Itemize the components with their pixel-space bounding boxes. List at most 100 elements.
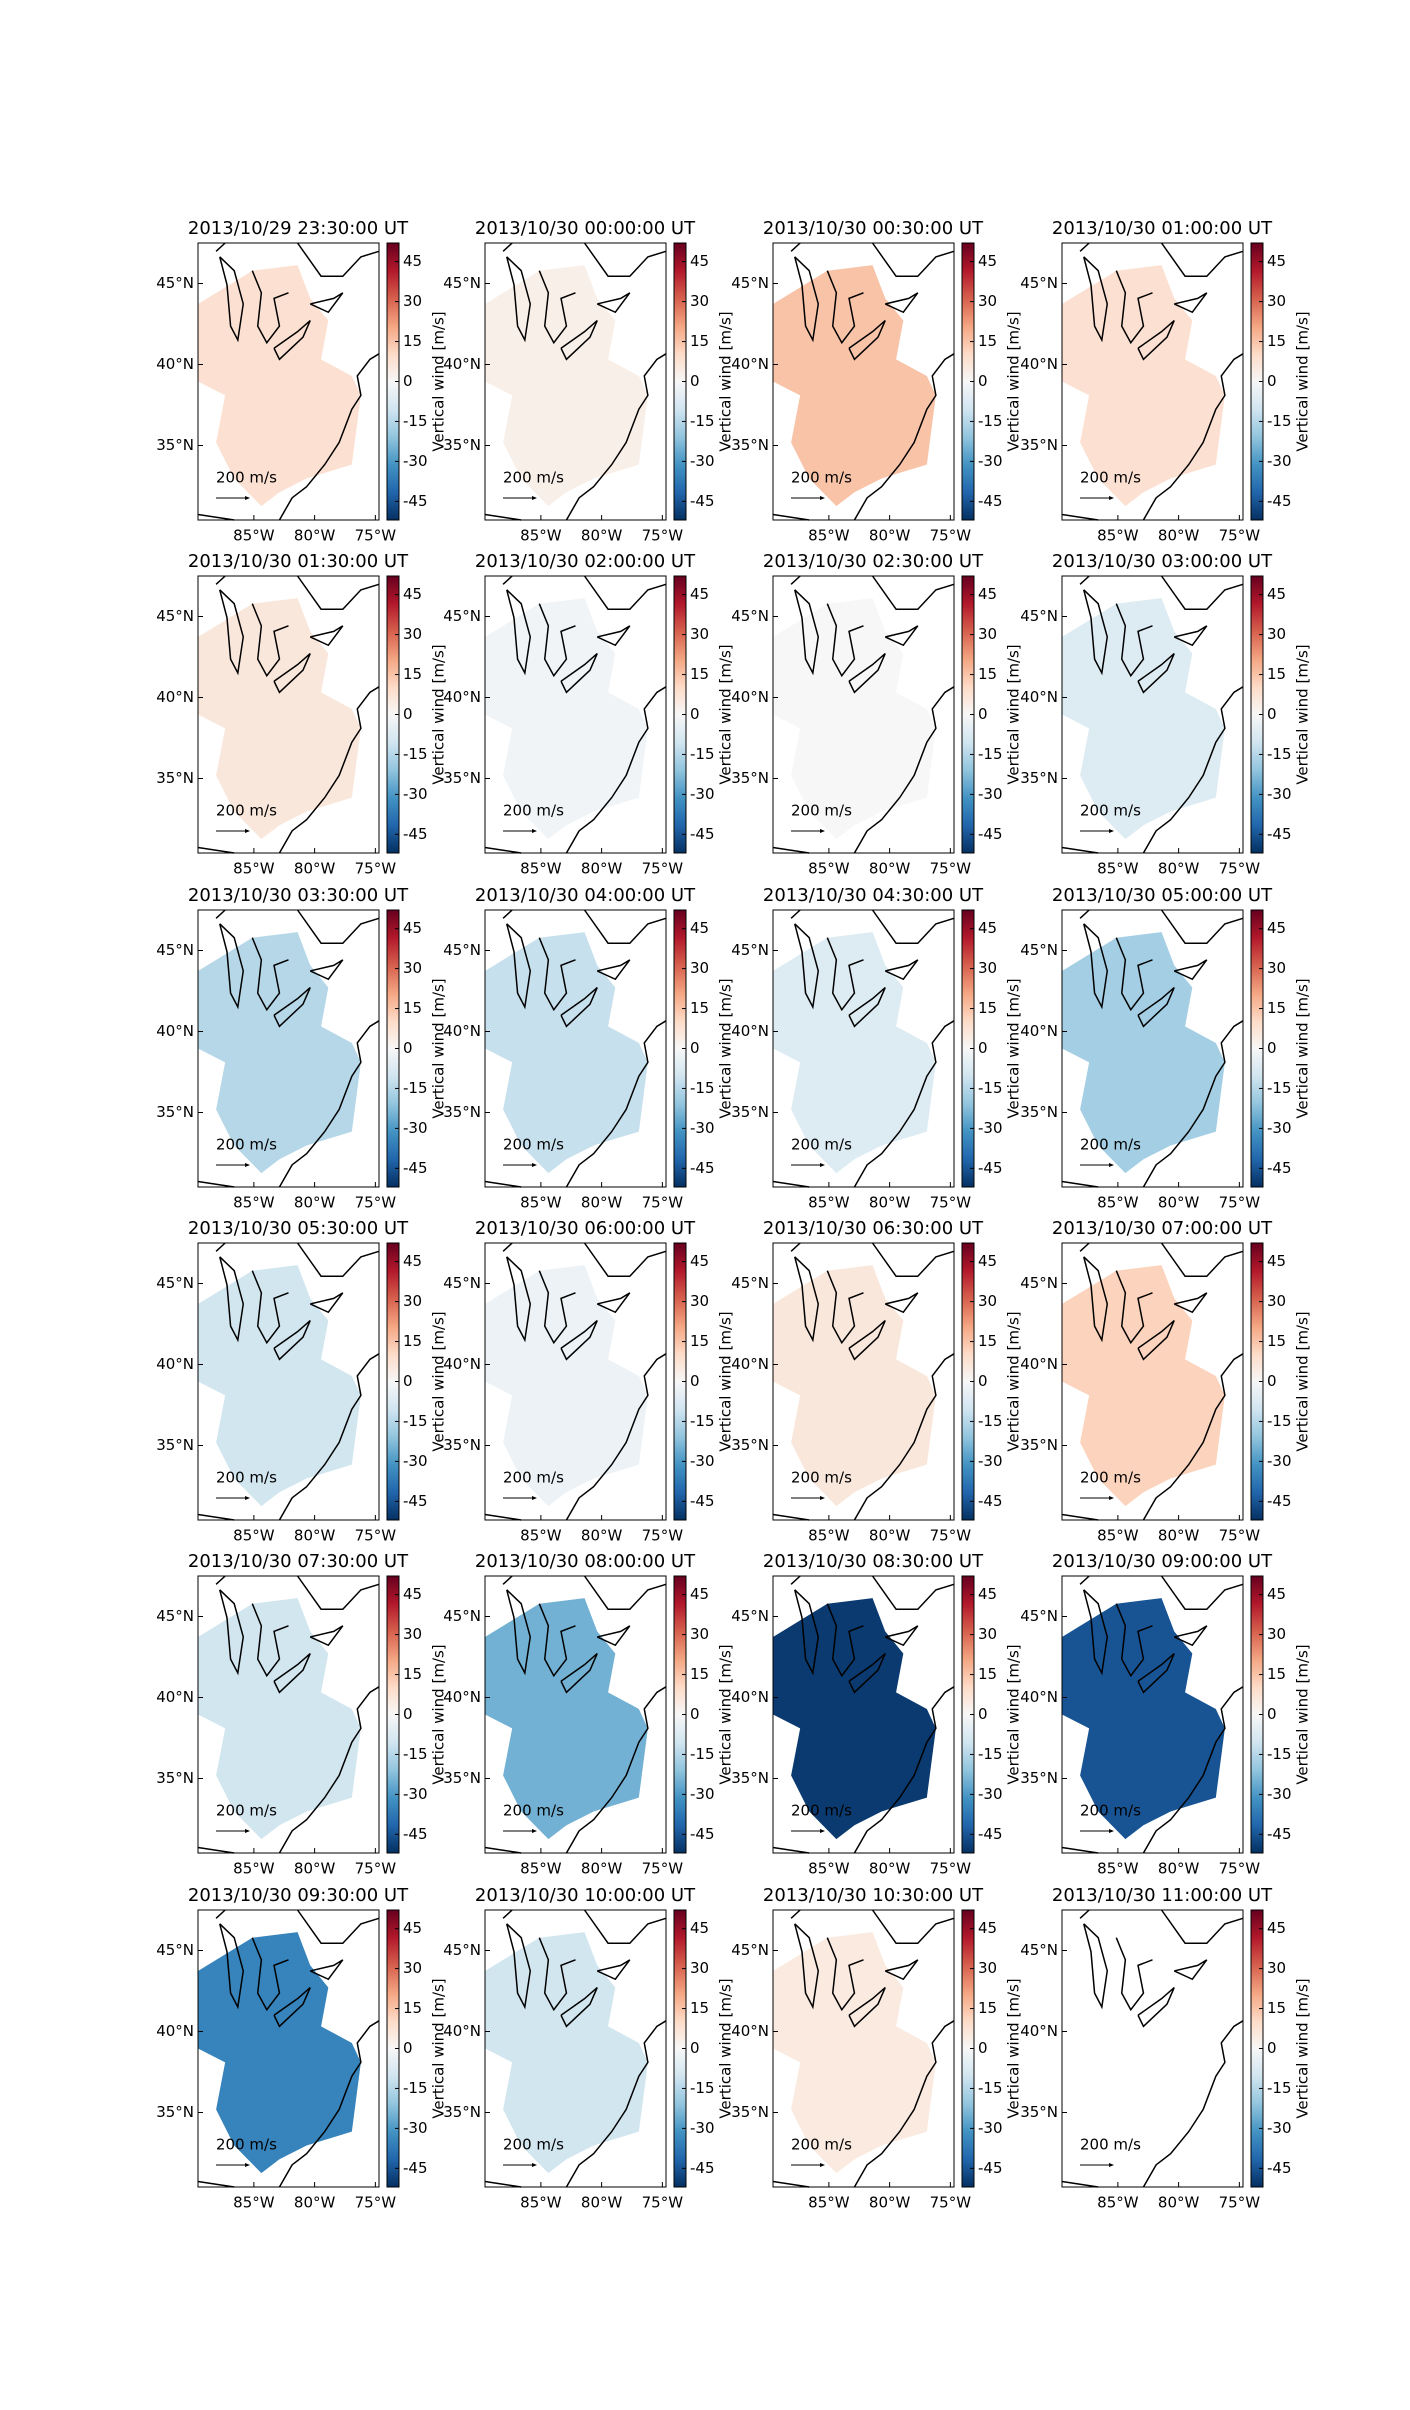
- coastline: [538, 1937, 576, 2012]
- colorbar-tick-label: 45: [1267, 252, 1286, 270]
- coastline: [826, 1603, 864, 1678]
- colorbar-tick-label: 0: [1267, 1372, 1277, 1390]
- colorbar-label: Vertical wind [m/s]: [430, 1644, 448, 1784]
- y-tick-label: 35°N: [731, 1769, 769, 1787]
- x-tick-label: 75°W: [1219, 527, 1261, 545]
- coastline: [565, 1353, 667, 1521]
- coastline: [826, 937, 864, 1012]
- y-tick-label: 45°N: [731, 941, 769, 959]
- colorbar-tick-label: -45: [403, 2159, 428, 2177]
- x-tick-label: 85°W: [808, 2194, 850, 2212]
- panel: 2013/10/30 03:30:00 UT 85°W 80°W 75°W 35°N 40…: [156, 885, 447, 1212]
- coastline: [1082, 923, 1109, 1010]
- map-frame: [1061, 1909, 1244, 2188]
- coastline: [309, 292, 344, 314]
- coastline: [1061, 1513, 1099, 1521]
- panel-title: 2013/10/29 23:30:00 UT: [188, 218, 409, 239]
- colorbar-label: Vertical wind [m/s]: [1005, 644, 1023, 784]
- y-tick-label: 45°N: [443, 1941, 481, 1959]
- panel: 2013/10/30 01:30:00 UT 85°W 80°W 75°W 35°N 40…: [156, 551, 447, 878]
- wind-region: [1062, 265, 1225, 507]
- x-tick-label: 80°W: [294, 860, 336, 878]
- map-frame: [197, 242, 380, 521]
- colorbar-tick-label: -15: [690, 1079, 715, 1097]
- y-tick-label: 35°N: [443, 769, 481, 787]
- coastline: [790, 575, 801, 585]
- colorbar-tick-label: -30: [1267, 1785, 1292, 1803]
- colorbar-tick-label: -30: [403, 452, 428, 470]
- scale-label: 200 m/s: [791, 469, 852, 487]
- map-frame: [1061, 1575, 1244, 1854]
- coastline: [565, 1686, 667, 1854]
- scale-arrowhead: [245, 829, 250, 833]
- colorbar-tick-label: -45: [690, 825, 715, 843]
- colorbar-label: Vertical wind [m/s]: [717, 978, 735, 1118]
- y-tick-label: 40°N: [156, 355, 194, 373]
- coastline: [560, 1319, 598, 1361]
- colorbar-label: Vertical wind [m/s]: [1005, 1978, 1023, 2118]
- coastline: [502, 1575, 513, 1585]
- scale-arrowhead: [532, 1163, 537, 1167]
- colorbar-tick-label: 45: [978, 1252, 997, 1270]
- y-tick-label: 35°N: [443, 1103, 481, 1121]
- coastline: [484, 846, 522, 854]
- colorbar-tick-label: -30: [403, 785, 428, 803]
- coastline: [1061, 513, 1099, 521]
- coastline: [790, 1909, 801, 1919]
- colorbar-tick-label: -30: [1267, 452, 1292, 470]
- scale-label: 200 m/s: [1080, 2136, 1141, 2154]
- panel-title: 2013/10/30 07:00:00 UT: [1052, 1218, 1273, 1239]
- colorbar-label: Vertical wind [m/s]: [1294, 978, 1312, 1118]
- coastline: [848, 1986, 886, 2028]
- y-tick-label: 40°N: [156, 1688, 194, 1706]
- coastline: [538, 1603, 576, 1678]
- y-tick-label: 45°N: [443, 1607, 481, 1625]
- coastline: [273, 1986, 311, 2028]
- coastline: [218, 589, 245, 676]
- colorbar-label: Vertical wind [m/s]: [430, 644, 448, 784]
- y-tick-label: 35°N: [156, 1436, 194, 1454]
- panel-title: 2013/10/30 04:00:00 UT: [475, 885, 696, 906]
- coastline: [596, 1959, 631, 1981]
- colorbar-tick-label: -45: [690, 492, 715, 510]
- colorbar-label: Vertical wind [m/s]: [1294, 1978, 1312, 2118]
- scale-label: 200 m/s: [216, 1469, 277, 1487]
- x-tick-label: 80°W: [294, 1860, 336, 1878]
- x-tick-label: 85°W: [1097, 1860, 1139, 1878]
- panel-title: 2013/10/30 00:30:00 UT: [763, 218, 984, 239]
- y-tick-label: 40°N: [443, 2022, 481, 2040]
- wind-region: [773, 1932, 936, 2174]
- x-tick-label: 75°W: [355, 2194, 397, 2212]
- coastline: [251, 937, 289, 1012]
- panel: 2013/10/30 05:30:00 UT 85°W 80°W 75°W 35°N 40…: [156, 1218, 447, 1545]
- coastline: [197, 846, 235, 854]
- panel-title: 2013/10/30 03:00:00 UT: [1052, 551, 1273, 572]
- x-tick-label: 75°W: [642, 1860, 684, 1878]
- panel-title: 2013/10/30 00:00:00 UT: [475, 218, 696, 239]
- colorbar-tick-label: -45: [1267, 1492, 1292, 1510]
- wind-region: [1062, 932, 1225, 1174]
- coastline: [560, 1986, 598, 2028]
- coastline: [560, 319, 598, 361]
- colorbar-tick-label: -45: [978, 825, 1003, 843]
- coastline: [884, 625, 919, 647]
- colorbar-tick-label: 45: [978, 252, 997, 270]
- coastline: [309, 1625, 344, 1647]
- coastline: [218, 1923, 245, 2010]
- colorbar-tick-label: 45: [1267, 1252, 1286, 1270]
- x-tick-label: 85°W: [808, 527, 850, 545]
- x-tick-label: 80°W: [581, 1860, 623, 1878]
- colorbar-tick-label: -30: [978, 785, 1003, 803]
- scale-label: 200 m/s: [791, 1469, 852, 1487]
- coastline: [1137, 1986, 1175, 2028]
- colorbar-tick-label: 15: [690, 1665, 709, 1683]
- x-tick-label: 80°W: [581, 1527, 623, 1545]
- scale-label: 200 m/s: [791, 2136, 852, 2154]
- coastline: [296, 1575, 380, 1610]
- x-tick-label: 85°W: [233, 527, 275, 545]
- panel-title: 2013/10/30 11:00:00 UT: [1052, 1885, 1273, 1906]
- panel-title: 2013/10/30 02:00:00 UT: [475, 551, 696, 572]
- x-tick-label: 80°W: [581, 527, 623, 545]
- coastline: [772, 1513, 810, 1521]
- colorbar-tick-label: 45: [690, 1252, 709, 1270]
